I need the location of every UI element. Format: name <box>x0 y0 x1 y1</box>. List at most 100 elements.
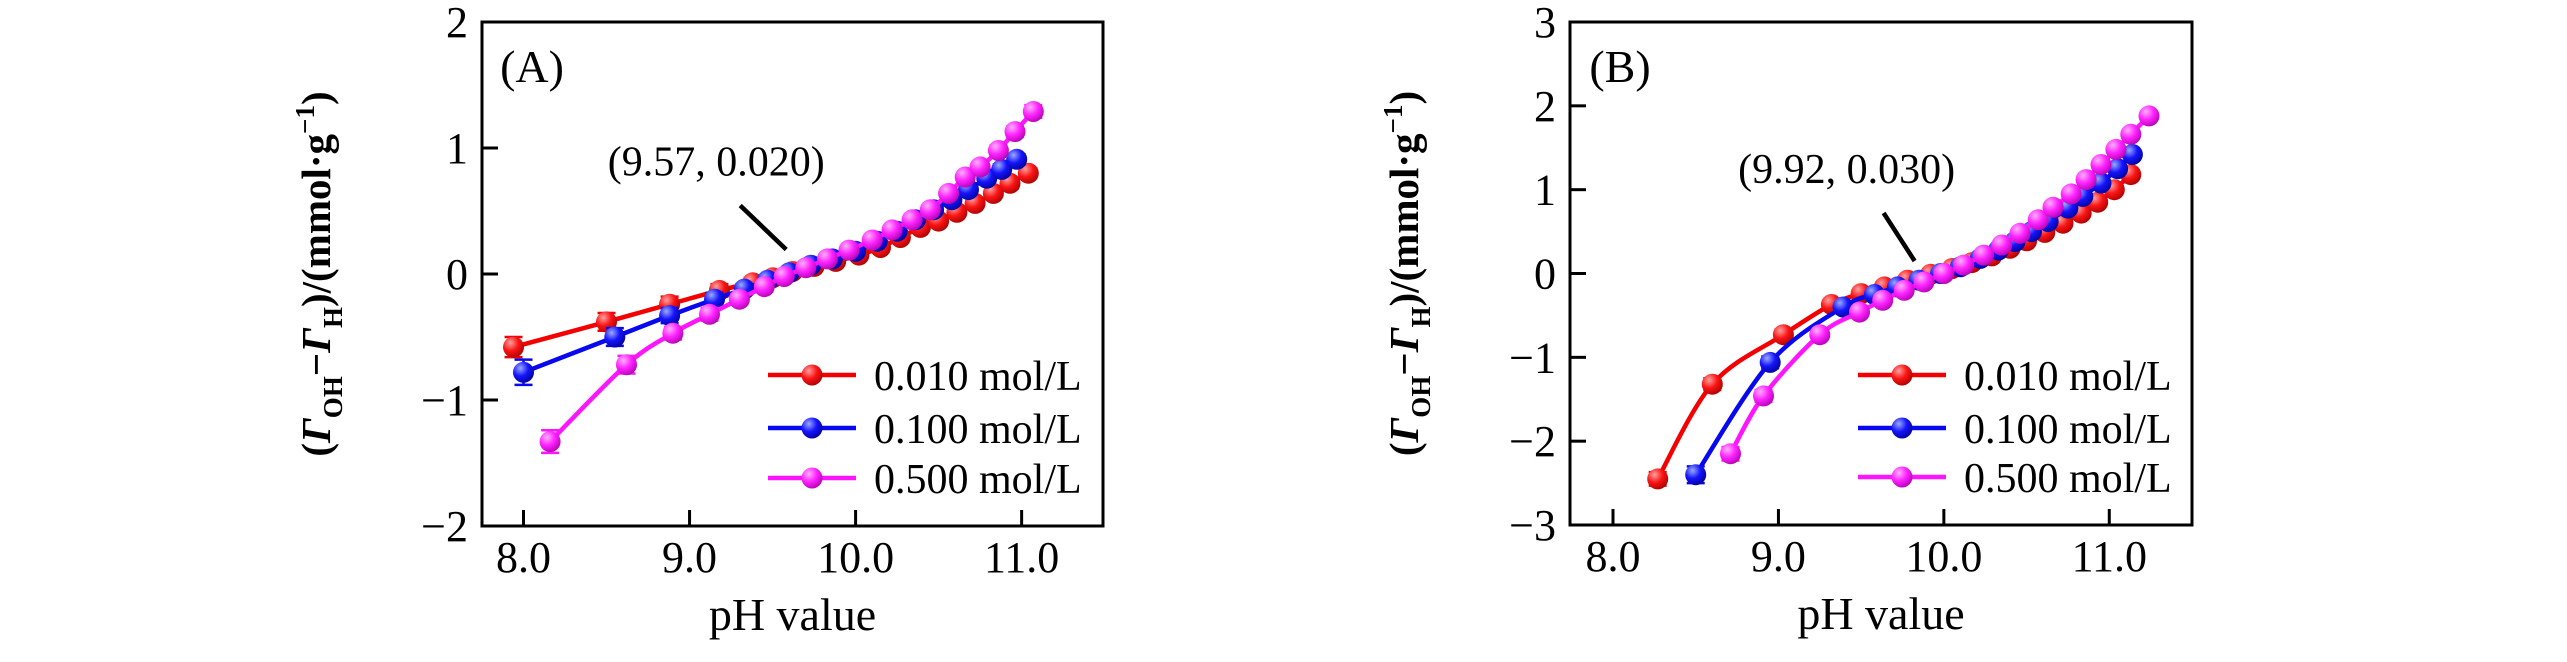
legend-marker <box>801 467 823 489</box>
data-point-marker <box>991 158 1013 180</box>
data-point-marker <box>1893 279 1915 301</box>
y-tick-label: −2 <box>421 502 468 551</box>
panel-label: (B) <box>1589 41 1650 92</box>
x-tick-label: 11.0 <box>2072 532 2147 581</box>
panel-label: (A) <box>500 41 564 92</box>
x-tick-label: 10.0 <box>817 533 894 582</box>
data-point-marker <box>969 156 991 178</box>
data-point-marker <box>1720 443 1741 465</box>
data-point-marker <box>513 361 534 383</box>
data-point-marker <box>2090 154 2112 175</box>
annotation-text: (9.57, 0.020) <box>608 139 825 185</box>
legend-label: 0.500 mol/L <box>1964 456 2172 502</box>
annotation-text: (9.92, 0.030) <box>1738 147 1955 193</box>
legend-label: 0.100 mol/L <box>874 407 1082 453</box>
data-point-marker <box>1913 271 1935 293</box>
data-point-marker <box>901 209 923 231</box>
data-point-marker <box>954 166 976 188</box>
annotation-leader-line <box>738 203 788 252</box>
y-axis-title: (ΓOH−ΓH)/(mmol·g−1) <box>1378 91 1436 456</box>
x-tick-label: 8.0 <box>496 533 551 582</box>
chart-panel-b: 8.0 9.0 10.0 11.0 −3 −2 −1 0 1 2 3 pH value (ΓOH−ΓH)… <box>1378 0 2194 639</box>
data-point-marker <box>616 354 637 376</box>
y-axis-title: (ΓOH−ΓH)/(mmol·g−1) <box>290 91 348 456</box>
data-point-marker <box>753 276 775 298</box>
data-point-marker <box>2042 196 2064 218</box>
legend-label: 0.100 mol/L <box>1964 407 2172 453</box>
data-point-marker <box>1973 244 1995 266</box>
data-point-marker <box>728 288 750 310</box>
data-point-marker <box>1809 324 1831 346</box>
data-point-marker <box>1832 296 1854 318</box>
data-point-marker <box>503 336 524 358</box>
y-tick-label: 2 <box>446 0 468 47</box>
x-tick-label: 9.0 <box>1751 532 1806 581</box>
data-point-marker <box>1872 289 1894 311</box>
y-tick-label: −1 <box>421 376 468 425</box>
data-point-marker <box>539 431 561 453</box>
data-point-marker <box>2060 183 2082 205</box>
x-tick-label: 9.0 <box>662 533 717 582</box>
data-point-marker <box>1849 301 1870 323</box>
data-point-marker <box>1772 324 1794 346</box>
legend-marker <box>1891 466 1913 488</box>
legend-marker <box>1891 364 1913 386</box>
data-point-marker <box>838 239 860 261</box>
data-point-marker <box>659 305 681 327</box>
series-0-500-mol-l <box>1720 105 2160 465</box>
y-tick-label: 0 <box>446 250 468 299</box>
y-tick-label: 2 <box>1534 82 1556 131</box>
legend-label: 0.010 mol/L <box>874 354 1082 400</box>
data-point-marker <box>1759 351 1781 373</box>
data-point-marker <box>2105 138 2127 160</box>
data-point-marker <box>1006 148 1028 170</box>
data-point-marker <box>816 248 838 270</box>
data-point-marker <box>919 199 941 221</box>
data-point-marker <box>2138 105 2160 127</box>
data-point-marker <box>2075 169 2097 191</box>
data-point-marker <box>1685 464 1707 486</box>
y-tick-label: 0 <box>1534 250 1556 299</box>
legend: 0.010 mol/L 0.100 mol/L0.500 mol/L <box>768 354 1082 503</box>
data-point-marker <box>604 326 626 348</box>
x-tick-label: 10.0 <box>1905 532 1982 581</box>
legend: 0.010 mol/L 0.100 mol/L0.500 mol/L <box>1858 354 2172 502</box>
y-tick-label: 3 <box>1534 0 1556 47</box>
x-tick-label: 8.0 <box>1586 532 1641 581</box>
series-0-500-mol-l <box>539 101 1044 455</box>
data-point-marker <box>662 322 684 344</box>
data-point-marker <box>699 303 720 325</box>
data-point-marker <box>1004 121 1026 143</box>
data-point-marker <box>861 229 883 251</box>
annotation-leader-line <box>1881 211 1917 263</box>
data-point-marker <box>1022 101 1044 122</box>
data-point-marker <box>1933 263 1955 284</box>
data-point-marker <box>1753 385 1774 407</box>
legend-marker <box>801 364 823 386</box>
legend-label: 0.010 mol/L <box>1964 354 2172 400</box>
data-point-marker <box>1647 468 1669 490</box>
y-tick-label: 1 <box>1534 166 1556 215</box>
chart-panel-a: 8.0 9.0 10.0 11.0 −2 −1 0 1 2 pH value (ΓOH−ΓH)/(m… <box>290 0 1105 640</box>
data-point-marker <box>1017 162 1039 184</box>
y-tick-label: −1 <box>1509 333 1556 382</box>
data-point-marker <box>2107 158 2129 180</box>
data-point-marker <box>773 266 795 287</box>
legend-marker <box>801 417 823 439</box>
data-point-marker <box>881 219 903 241</box>
y-tick-label: −2 <box>1509 417 1556 466</box>
data-point-marker <box>2009 222 2031 244</box>
data-point-marker <box>2121 144 2143 165</box>
x-axis-title: pH value <box>709 589 876 640</box>
data-point-marker <box>1701 373 1723 395</box>
data-point-marker <box>938 182 960 204</box>
data-point-marker <box>2027 209 2049 231</box>
legend-label: 0.500 mol/L <box>874 457 1082 503</box>
x-tick-label: 11.0 <box>984 533 1059 582</box>
data-point-marker <box>987 140 1009 161</box>
data-point-marker <box>2120 123 2142 145</box>
y-tick-label: −3 <box>1509 501 1556 550</box>
data-point-marker <box>1991 234 2013 256</box>
